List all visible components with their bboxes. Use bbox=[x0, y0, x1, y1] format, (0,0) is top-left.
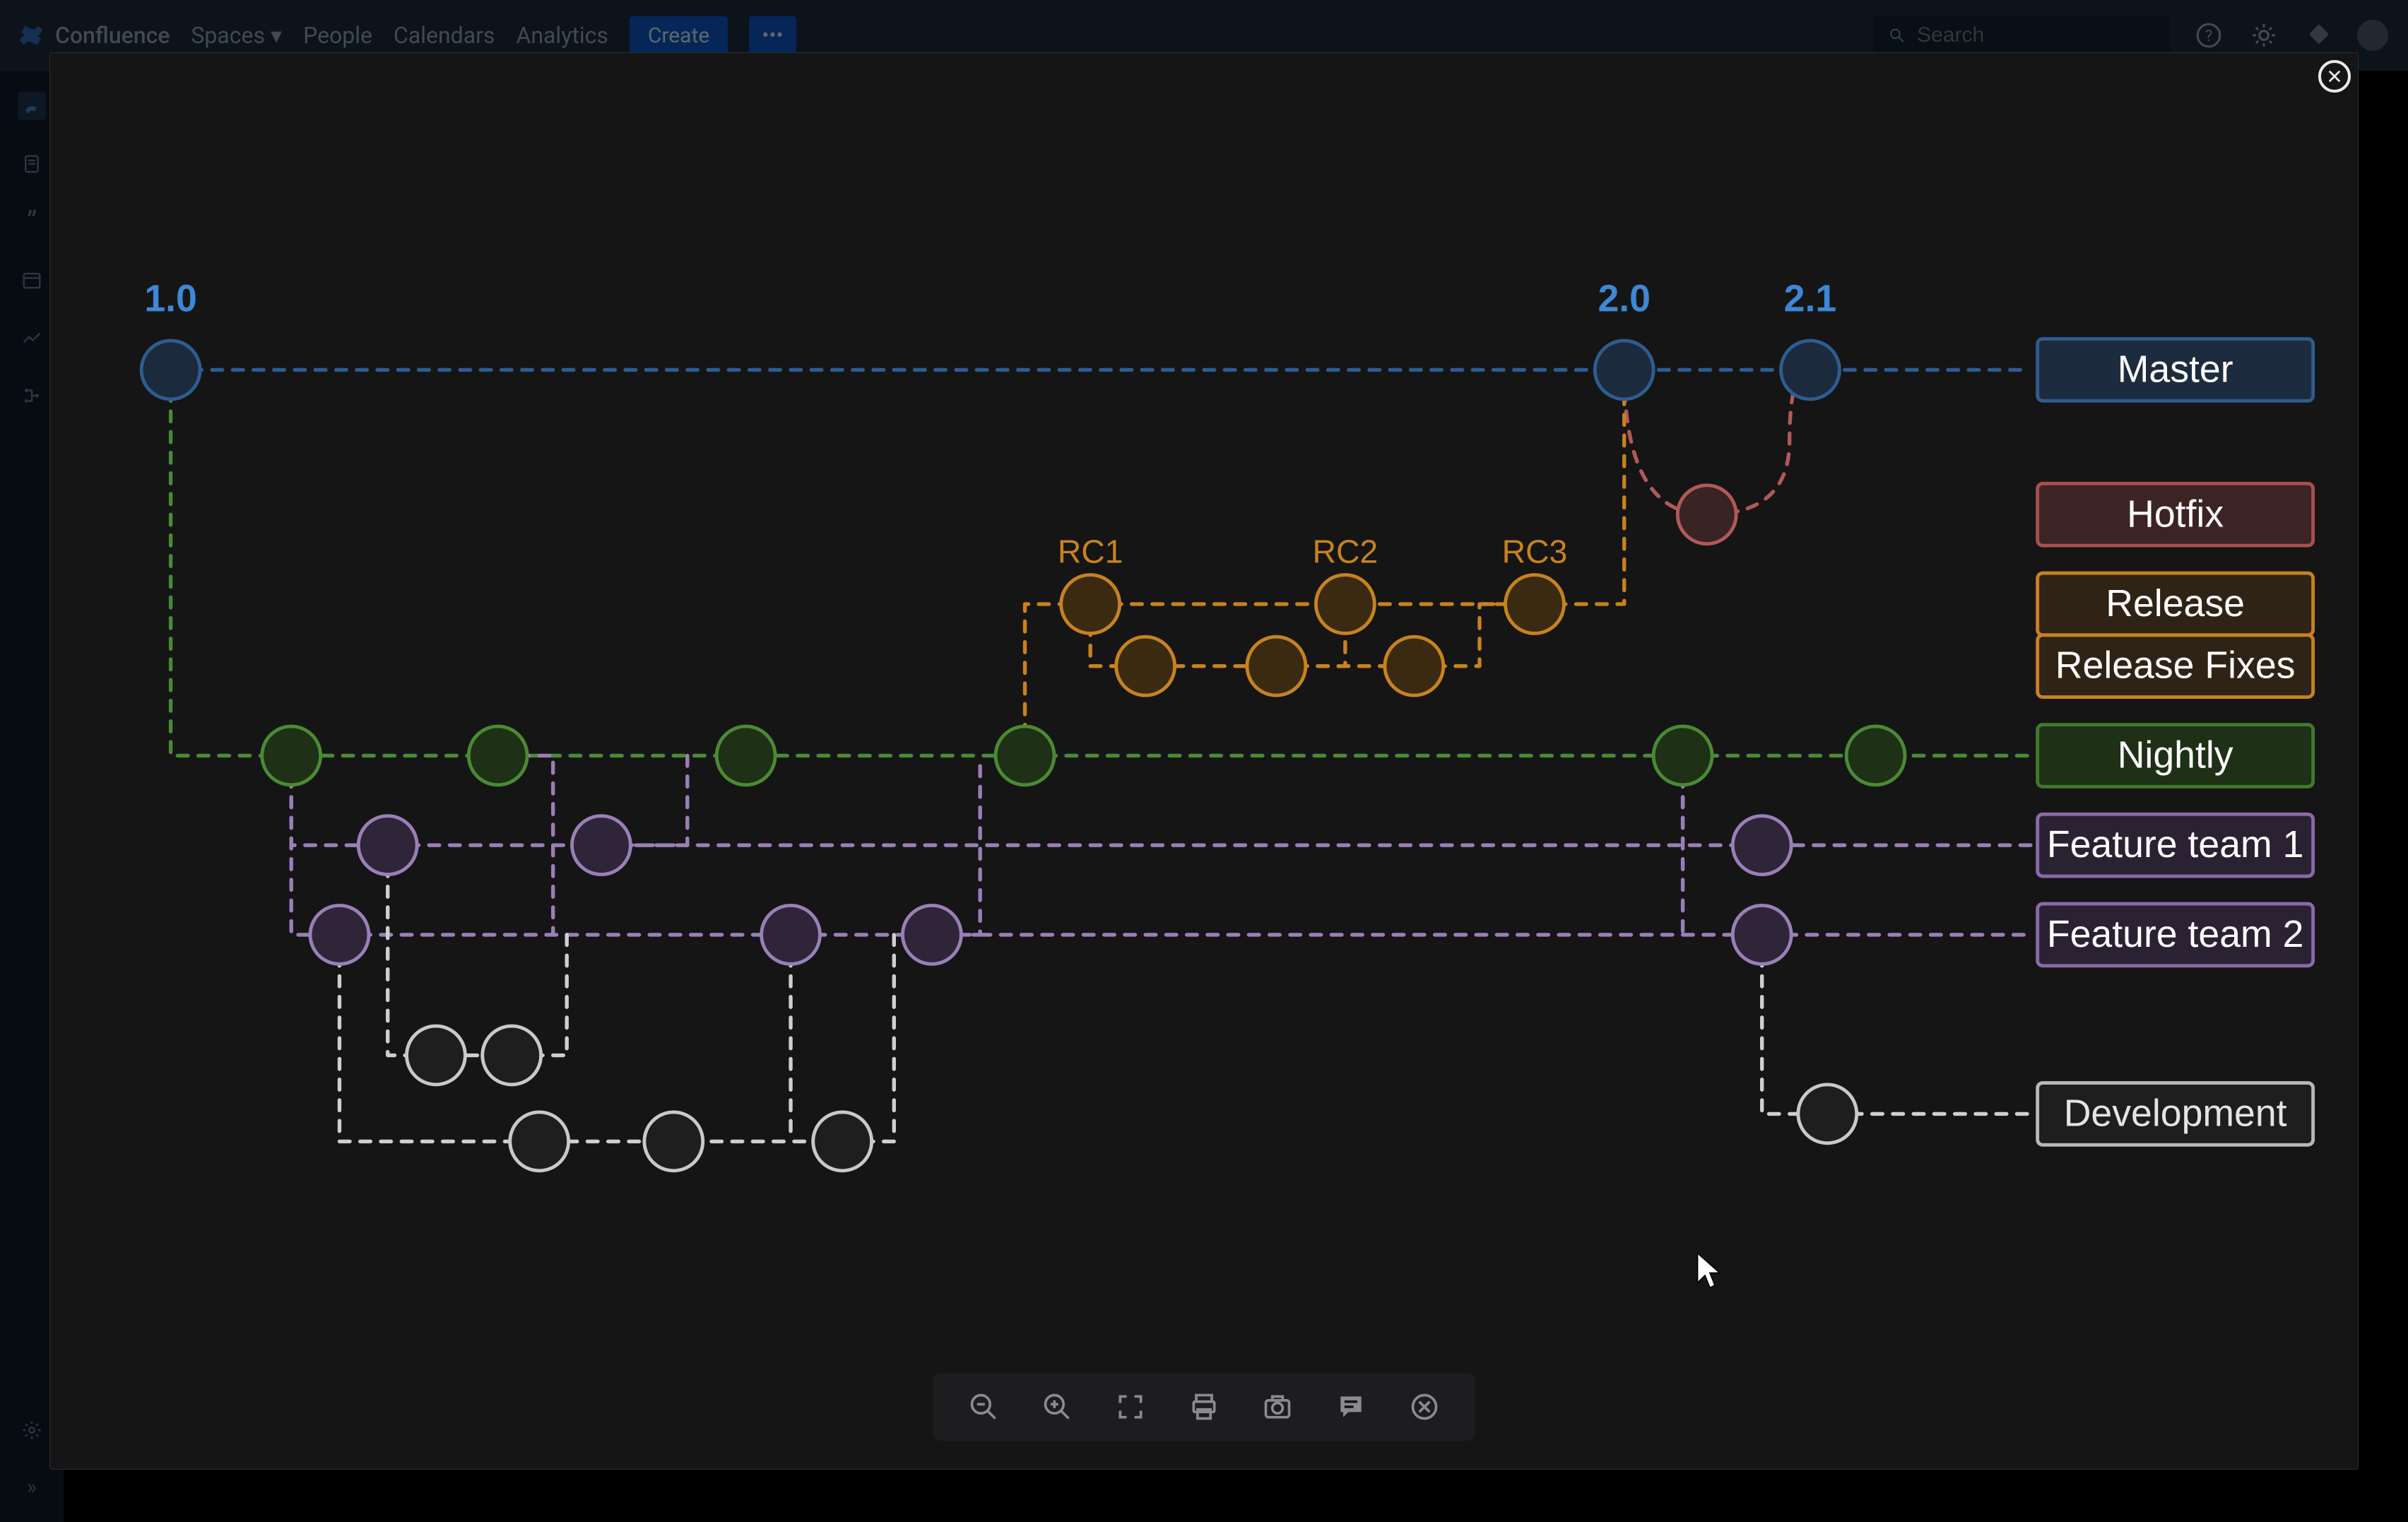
commit-node-rc1 bbox=[1061, 575, 1120, 634]
commit-node-rf1 bbox=[1116, 637, 1175, 695]
commit-node-m1 bbox=[141, 341, 200, 399]
mouse-cursor bbox=[1694, 1251, 1725, 1290]
version-label: 2.0 bbox=[1598, 278, 1651, 320]
commit-node-f1b bbox=[572, 816, 631, 875]
diagram-edge bbox=[1762, 935, 2031, 1114]
commit-node-rf2 bbox=[1247, 637, 1306, 695]
commit-node-f1a bbox=[358, 816, 417, 875]
commit-node-m2 bbox=[1595, 341, 1653, 399]
lane-label-hotfix: Hotfix bbox=[2127, 492, 2224, 535]
commit-node-rf3 bbox=[1385, 637, 1444, 695]
lane-label-master: Master bbox=[2118, 348, 2233, 391]
commit-node-n5 bbox=[1653, 726, 1712, 785]
commit-node-f2d bbox=[1733, 905, 1791, 964]
lane-label-feature1: Feature team 1 bbox=[2047, 823, 2304, 866]
rc-label: RC1 bbox=[1058, 533, 1123, 570]
branching-diagram: Master Hotfix Release Release Fixes Nightly F… bbox=[50, 53, 2358, 1469]
rc-label: RC2 bbox=[1313, 533, 1379, 570]
commit-node-d1 bbox=[407, 1026, 466, 1085]
commit-node-n2 bbox=[468, 726, 527, 785]
print-button[interactable] bbox=[1181, 1384, 1227, 1429]
commit-node-hf1 bbox=[1677, 485, 1736, 544]
zoom-out-button[interactable] bbox=[961, 1384, 1006, 1429]
commit-node-n1 bbox=[262, 726, 321, 785]
lane-label-feature2: Feature team 2 bbox=[2047, 913, 2304, 955]
lane-label-nightly: Nightly bbox=[2118, 733, 2233, 776]
commit-node-f2b bbox=[762, 905, 820, 964]
commit-node-d6 bbox=[1798, 1085, 1857, 1143]
rc-label: RC3 bbox=[1502, 533, 1568, 570]
lane-label-release: Release bbox=[2106, 582, 2245, 625]
commit-node-rc2 bbox=[1316, 575, 1374, 634]
close-toolbar-button[interactable] bbox=[1402, 1384, 1447, 1429]
commit-node-d4 bbox=[644, 1112, 703, 1171]
fullscreen-button[interactable] bbox=[1108, 1384, 1153, 1429]
lightbox-toolbar bbox=[933, 1373, 1475, 1441]
lane-label-development: Development bbox=[2064, 1092, 2287, 1134]
commit-node-n6 bbox=[1846, 726, 1905, 785]
camera-button[interactable] bbox=[1255, 1384, 1300, 1429]
zoom-in-button[interactable] bbox=[1034, 1384, 1080, 1429]
comment-button[interactable] bbox=[1328, 1384, 1374, 1429]
commit-node-d5 bbox=[813, 1112, 872, 1171]
lane-label-release_fixes: Release Fixes bbox=[2055, 644, 2296, 687]
commit-node-m3 bbox=[1781, 341, 1840, 399]
version-label: 1.0 bbox=[144, 278, 197, 320]
commit-node-f2c bbox=[902, 905, 961, 964]
commit-node-d3 bbox=[510, 1112, 569, 1171]
image-lightbox: Master Hotfix Release Release Fixes Nightly F… bbox=[49, 52, 2359, 1470]
commit-node-n4 bbox=[996, 726, 1054, 785]
commit-node-f1c bbox=[1733, 816, 1791, 875]
diagram-edge bbox=[388, 845, 512, 1055]
version-label: 2.1 bbox=[1784, 278, 1837, 320]
commit-node-d2 bbox=[483, 1026, 541, 1085]
commit-node-n3 bbox=[716, 726, 775, 785]
lightbox-close-button[interactable] bbox=[2318, 60, 2351, 93]
close-icon bbox=[2327, 69, 2342, 84]
diagram-edge bbox=[842, 935, 894, 1141]
commit-node-f2a bbox=[310, 905, 369, 964]
commit-node-rc3 bbox=[1506, 575, 1564, 634]
